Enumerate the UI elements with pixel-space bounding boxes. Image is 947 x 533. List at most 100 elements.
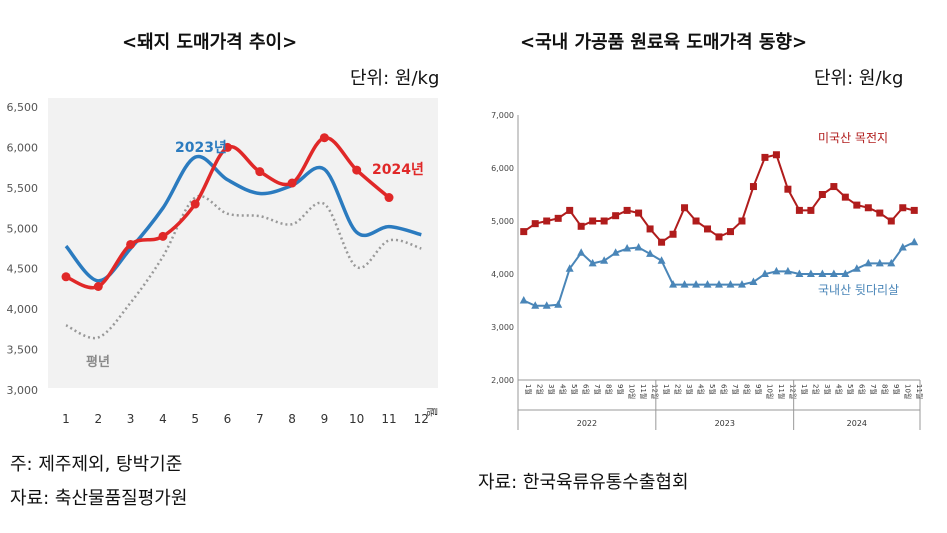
data-point <box>726 280 735 288</box>
data-point <box>519 296 528 304</box>
data-point <box>190 199 200 209</box>
x-tick-label: 3월 <box>685 384 694 395</box>
data-point <box>588 258 597 267</box>
data-point <box>899 204 907 212</box>
data-point <box>646 249 655 257</box>
x-tick-label: 1월 <box>524 384 533 395</box>
year-label: 2023 <box>715 419 735 428</box>
x-tick-label: 1월 <box>662 384 671 395</box>
x-tick-label: 9월 <box>616 384 625 395</box>
data-point <box>565 264 574 272</box>
data-point <box>703 280 712 288</box>
data-point <box>577 248 586 256</box>
x-tick-label: 2월 <box>674 384 683 395</box>
data-point <box>93 282 103 292</box>
series-line <box>64 154 422 283</box>
x-tick-label: 12 <box>414 412 429 426</box>
y-tick-label: 4,500 <box>7 263 39 276</box>
data-point <box>715 233 723 241</box>
data-point <box>910 237 919 246</box>
year-label: 2022 <box>577 419 597 428</box>
y-tick-label: 3,500 <box>7 344 39 357</box>
data-point <box>772 151 780 159</box>
raw-meat-wholesale-price-chart: 2,000 3,000 4,000 5,000 6,000 7,000 미국산 목전지국내… <box>491 111 924 430</box>
data-point <box>795 206 803 214</box>
data-point <box>726 228 734 236</box>
x-tick-label: 10월 <box>628 384 637 399</box>
data-point <box>319 133 329 143</box>
x-tick-label: 3월 <box>823 384 832 395</box>
x-tick-label: 3월 <box>547 384 556 395</box>
x-tick-label: 8월 <box>742 384 751 395</box>
data-point <box>158 231 168 241</box>
data-point <box>589 217 597 225</box>
x-tick-label: 10월 <box>765 384 774 399</box>
data-point <box>669 280 678 288</box>
legend-label: 미국산 목전지 <box>818 131 888 145</box>
x-tick-label: 8월 <box>880 384 889 395</box>
y-tick-label: 6,000 <box>7 141 39 154</box>
data-point <box>806 269 815 277</box>
data-point <box>864 204 872 212</box>
data-point <box>611 248 620 256</box>
x-tick-label: 9월 <box>892 384 901 395</box>
x-tick-label: 9월 <box>754 384 763 395</box>
plot-background <box>48 98 438 388</box>
data-point <box>623 206 631 214</box>
data-point <box>864 258 873 267</box>
right-unit-label: 단위: 원/kg <box>814 68 904 89</box>
data-point <box>807 206 815 214</box>
data-point <box>841 193 849 201</box>
data-point <box>554 214 562 222</box>
data-point <box>680 280 689 288</box>
x-tick-label: 4월 <box>559 384 568 395</box>
data-point <box>531 301 540 309</box>
data-point <box>600 256 609 264</box>
y-tick-label: 4,000 <box>7 303 39 316</box>
data-point <box>61 272 71 282</box>
x-tick-label: 11월 <box>777 384 786 399</box>
x-tick-label: 12월 <box>788 384 797 399</box>
data-point <box>772 266 781 275</box>
x-tick-label: 11 <box>381 412 396 426</box>
data-point <box>830 183 838 191</box>
y-tick-label: 3,000 <box>491 323 514 332</box>
data-point <box>223 142 232 152</box>
x-tick-label: 7월 <box>593 384 602 395</box>
data-point <box>749 277 758 285</box>
data-point <box>853 201 861 209</box>
data-point <box>384 193 394 203</box>
x-tick-label: 11월 <box>639 384 648 399</box>
data-point <box>646 225 654 233</box>
data-point <box>554 300 563 308</box>
x-tick-label: 5월 <box>570 384 579 395</box>
right-source: 자료: 한국육류유통수출협회 <box>478 472 689 493</box>
data-point <box>566 206 574 214</box>
left-footnote: 주: 제주제외, 탕박기준 <box>10 454 183 475</box>
data-point <box>818 269 827 277</box>
pork-wholesale-price-chart: 3,000 3,500 4,000 4,500 5,000 5,500 6,000 6,500… <box>7 98 439 426</box>
x-tick-label: 4월 <box>834 384 843 395</box>
x-tick-label: 9 <box>321 412 329 426</box>
data-point <box>635 209 643 217</box>
data-point <box>852 264 861 272</box>
data-point <box>658 238 666 246</box>
y-tick-label: 6,500 <box>7 101 39 114</box>
x-tick-label: 6월 <box>582 384 591 395</box>
data-point <box>887 258 896 267</box>
x-tick-label: 3 <box>127 412 135 426</box>
x-tick-label: 5월 <box>708 384 717 395</box>
x-tick-label: 10월 <box>903 384 912 399</box>
data-point <box>600 217 608 225</box>
x-tick-label: 5월 <box>846 384 855 395</box>
data-point <box>531 220 539 228</box>
data-point <box>126 239 136 249</box>
series-line <box>65 194 422 340</box>
y-tick-label: 5,000 <box>7 222 39 235</box>
data-point <box>612 212 620 220</box>
data-point <box>876 209 884 217</box>
x-tick-label: 6월 <box>857 384 866 395</box>
data-point <box>898 243 907 251</box>
x-tick-label: 6 <box>224 412 232 426</box>
x-tick-label: 7월 <box>731 384 740 395</box>
